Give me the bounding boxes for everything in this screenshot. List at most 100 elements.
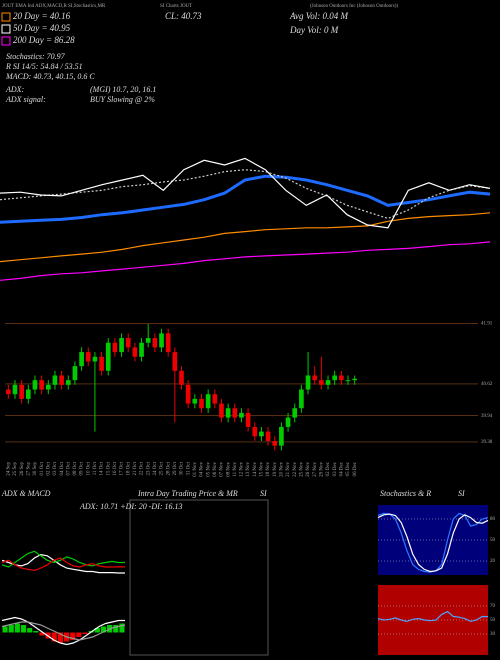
- x-tick-label: 18 Oct: [126, 461, 131, 475]
- x-tick-label: 24 Oct: [153, 461, 158, 475]
- candle-body: [39, 380, 44, 390]
- candle-body: [12, 384, 18, 395]
- histogram-bar: [119, 623, 125, 633]
- x-tick-label: 25 Sep: [13, 462, 18, 476]
- y-tick-label: 50: [490, 538, 496, 543]
- legend-swatch: [1, 24, 11, 34]
- candle-body: [305, 375, 311, 390]
- intraday-box: [129, 499, 269, 656]
- candle-body: [192, 398, 198, 404]
- x-tick-label: 21 Oct: [133, 461, 138, 475]
- x-tick-label: 25 Oct: [160, 461, 165, 475]
- histogram-bar: [20, 625, 27, 633]
- histogram-bar: [70, 632, 76, 640]
- candle-body: [339, 375, 344, 381]
- x-tick-label: 15 Nov: [260, 462, 265, 477]
- x-tick-label: 14 Nov: [253, 462, 258, 477]
- candle-body: [19, 384, 24, 399]
- x-tick-label: 07 Nov: [220, 462, 225, 477]
- panel-subtitle: SI: [458, 489, 465, 498]
- x-tick-label: 30 Oct: [180, 461, 185, 475]
- line-series: [1, 550, 125, 568]
- adx-values: (MGI) 10.7, 20, 16.1: [90, 85, 156, 94]
- panel-title: Intra Day Trading Price & MR: [137, 489, 238, 498]
- candle-body: [352, 378, 358, 381]
- x-tick-label: 29 Nov: [320, 462, 325, 477]
- y-tick-label: 20: [490, 559, 496, 564]
- line-series: [377, 610, 489, 623]
- legend-label: 200 Day = 86.28: [13, 35, 75, 45]
- candle-body: [85, 352, 91, 362]
- candle-body: [159, 333, 164, 348]
- day-vol: Day Vol: 0 M: [289, 25, 339, 35]
- x-tick-label: 26 Nov: [306, 462, 311, 477]
- x-tick-label: 04 Nov: [200, 462, 205, 477]
- panel-subtitle: SI: [260, 489, 267, 498]
- x-tick-label: 25 Nov: [300, 462, 305, 477]
- x-tick-label: 26 Sep: [20, 462, 25, 476]
- x-tick-label: 04 Oct: [60, 461, 65, 475]
- x-tick-label: 14 Oct: [100, 461, 105, 475]
- candle-body: [72, 366, 78, 381]
- candle-body: [25, 389, 31, 399]
- x-tick-label: 18 Nov: [266, 462, 271, 477]
- x-tick-label: 06 Nov: [213, 462, 218, 477]
- histogram-bar: [27, 628, 33, 633]
- x-tick-label: 05 Nov: [206, 462, 211, 477]
- candle-body: [279, 426, 284, 446]
- candle-body: [45, 384, 51, 390]
- x-tick-label: 01 Nov: [193, 462, 198, 477]
- candle-body: [312, 375, 318, 381]
- candle-body: [292, 408, 298, 418]
- adx-signal-label: ADX signal:: [5, 95, 46, 104]
- candle-body: [92, 356, 98, 362]
- candle-body: [345, 380, 351, 382]
- panel-subtitle: ADX: 10.71 +DI: 20 -DI: 16.13: [79, 502, 183, 511]
- company: (Johnson Outdoors Inc (Johnson Outdoors)…: [310, 4, 398, 9]
- x-tick-label: 30 Sep: [33, 462, 38, 476]
- candle-body: [99, 356, 104, 371]
- candle-body: [185, 384, 191, 404]
- y-tick-label: 40.62: [481, 382, 493, 387]
- x-tick-label: 03 Oct: [53, 461, 58, 475]
- histogram-bar: [94, 628, 100, 633]
- histogram-bar: [39, 632, 45, 636]
- x-tick-label: 24 Sep: [6, 462, 11, 476]
- x-tick-label: 05 Dec: [346, 461, 351, 476]
- x-tick-label: 28 Oct: [166, 461, 171, 475]
- x-tick-label: 22 Oct: [140, 461, 145, 475]
- line-series: [0, 169, 491, 220]
- candle-body: [325, 380, 331, 385]
- histogram-bar: [51, 632, 57, 642]
- x-tick-label: 16 Oct: [113, 461, 118, 475]
- x-tick-label: 15 Oct: [106, 461, 111, 475]
- x-tick-label: 08 Oct: [73, 461, 78, 475]
- histogram-bar: [2, 626, 8, 633]
- histogram-bar: [33, 631, 39, 633]
- candle-body: [52, 375, 58, 385]
- legend-swatch: [1, 36, 11, 46]
- candle-body: [219, 403, 224, 418]
- histogram-bar: [14, 623, 20, 633]
- candle-body: [179, 370, 184, 385]
- x-tick-label: 13 Nov: [246, 462, 251, 477]
- candle-body: [299, 389, 304, 409]
- candle-body: [165, 333, 171, 353]
- charts-label: SI Charts JOUT: [160, 4, 192, 9]
- candle-body: [252, 426, 258, 437]
- line-series: [1, 621, 126, 641]
- histogram-bar: [82, 632, 88, 634]
- candle-body: [65, 380, 71, 385]
- x-tick-label: 27 Nov: [313, 462, 318, 477]
- avg-vol: Avg Vol: 0.04 M: [289, 11, 348, 21]
- line-series: [1, 616, 125, 646]
- x-tick-label: 22 Nov: [293, 462, 298, 477]
- x-tick-label: 20 Nov: [280, 462, 285, 477]
- histogram-bar: [76, 632, 82, 637]
- candle-body: [199, 398, 204, 409]
- x-tick-label: 21 Nov: [286, 462, 291, 477]
- x-tick-label: 19 Nov: [273, 462, 278, 477]
- line-series: [1, 557, 125, 572]
- x-tick-label: 09 Oct: [80, 461, 85, 475]
